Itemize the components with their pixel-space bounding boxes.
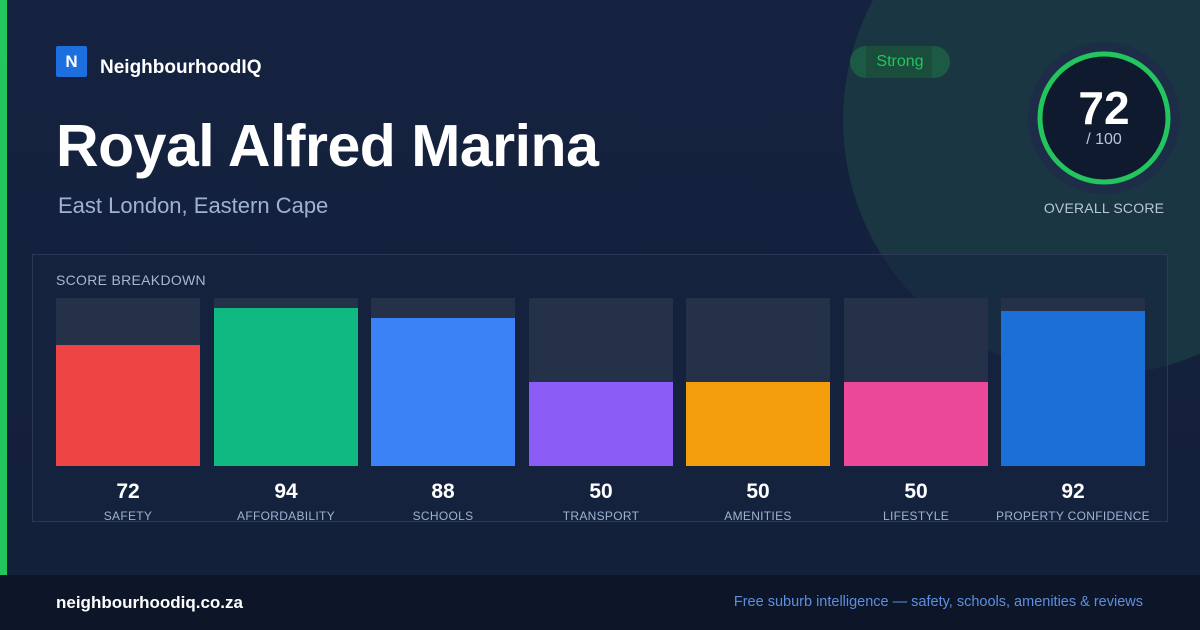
bar-track [1001,298,1145,466]
bar-column: 50 AMENITIES [686,298,830,528]
bar-track [214,298,358,466]
footer-url[interactable]: neighbourhoodiq.co.za [56,593,243,612]
accent-bar [0,0,7,575]
footer-tagline: Free suburb intelligence — safety, schoo… [733,594,1143,610]
bar [214,308,358,466]
bar-column: 92 PROPERTY CONFIDENCE [996,298,1150,528]
bar-value-label: 50 [904,480,928,503]
bar-category-label: SAFETY [103,509,153,523]
bar-value-label: 92 [1061,480,1085,503]
share-card: N NeighbourhoodIQ Royal Alfred Marina Ea… [0,0,1200,575]
bar-category-label: PROPERTY CONFIDENCE [996,509,1150,523]
brand-name: NeighbourhoodIQ [100,57,262,78]
bar-track [686,298,830,466]
overall-score-value: 72 [1078,82,1130,134]
rating-badge: Strong [850,46,950,78]
bar [686,382,830,466]
bar-category-label: AMENITIES [724,509,792,523]
overall-score-ring [1028,42,1180,194]
bar [1001,311,1145,466]
bar-track [844,298,988,466]
bar-column: 50 TRANSPORT [529,298,673,528]
bar-category-label: LIFESTYLE [882,509,950,523]
bar-value-label: 94 [274,480,298,503]
overall-score-arc [1037,51,1171,185]
brand-logo-icon: N [56,46,87,77]
bar-column: 94 AFFORDABILITY [214,298,358,528]
overall-score-label: OVERALL SCORE [1043,200,1165,216]
bar [844,382,988,466]
bar-category-label: SCHOOLS [412,509,474,523]
bar-column: 72 SAFETY [56,298,200,528]
bar-track [529,298,673,466]
suburb-location: East London, Eastern Cape [58,193,329,218]
bar [56,345,200,466]
suburb-title: Royal Alfred Marina [56,113,599,179]
bar-value-label: 88 [431,480,455,503]
bar-category-label: AFFORDABILITY [237,509,335,523]
bar [529,382,673,466]
bar-value-label: 72 [116,480,140,503]
overall-score-max: / 100 [1086,131,1122,148]
bar-category-label: TRANSPORT [562,509,640,523]
bar-track [371,298,515,466]
bar [371,318,515,466]
bar-column: 50 LIFESTYLE [844,298,988,528]
rating-badge-label: Strong [876,53,924,70]
bar-value-label: 50 [589,480,613,503]
bar-value-label: 50 [746,480,770,503]
bar-track [56,298,200,466]
footer: neighbourhoodiq.co.za Free suburb intell… [0,575,1200,630]
bar-column: 88 SCHOOLS [371,298,515,528]
score-breakdown-title: SCORE BREAKDOWN [56,272,206,288]
